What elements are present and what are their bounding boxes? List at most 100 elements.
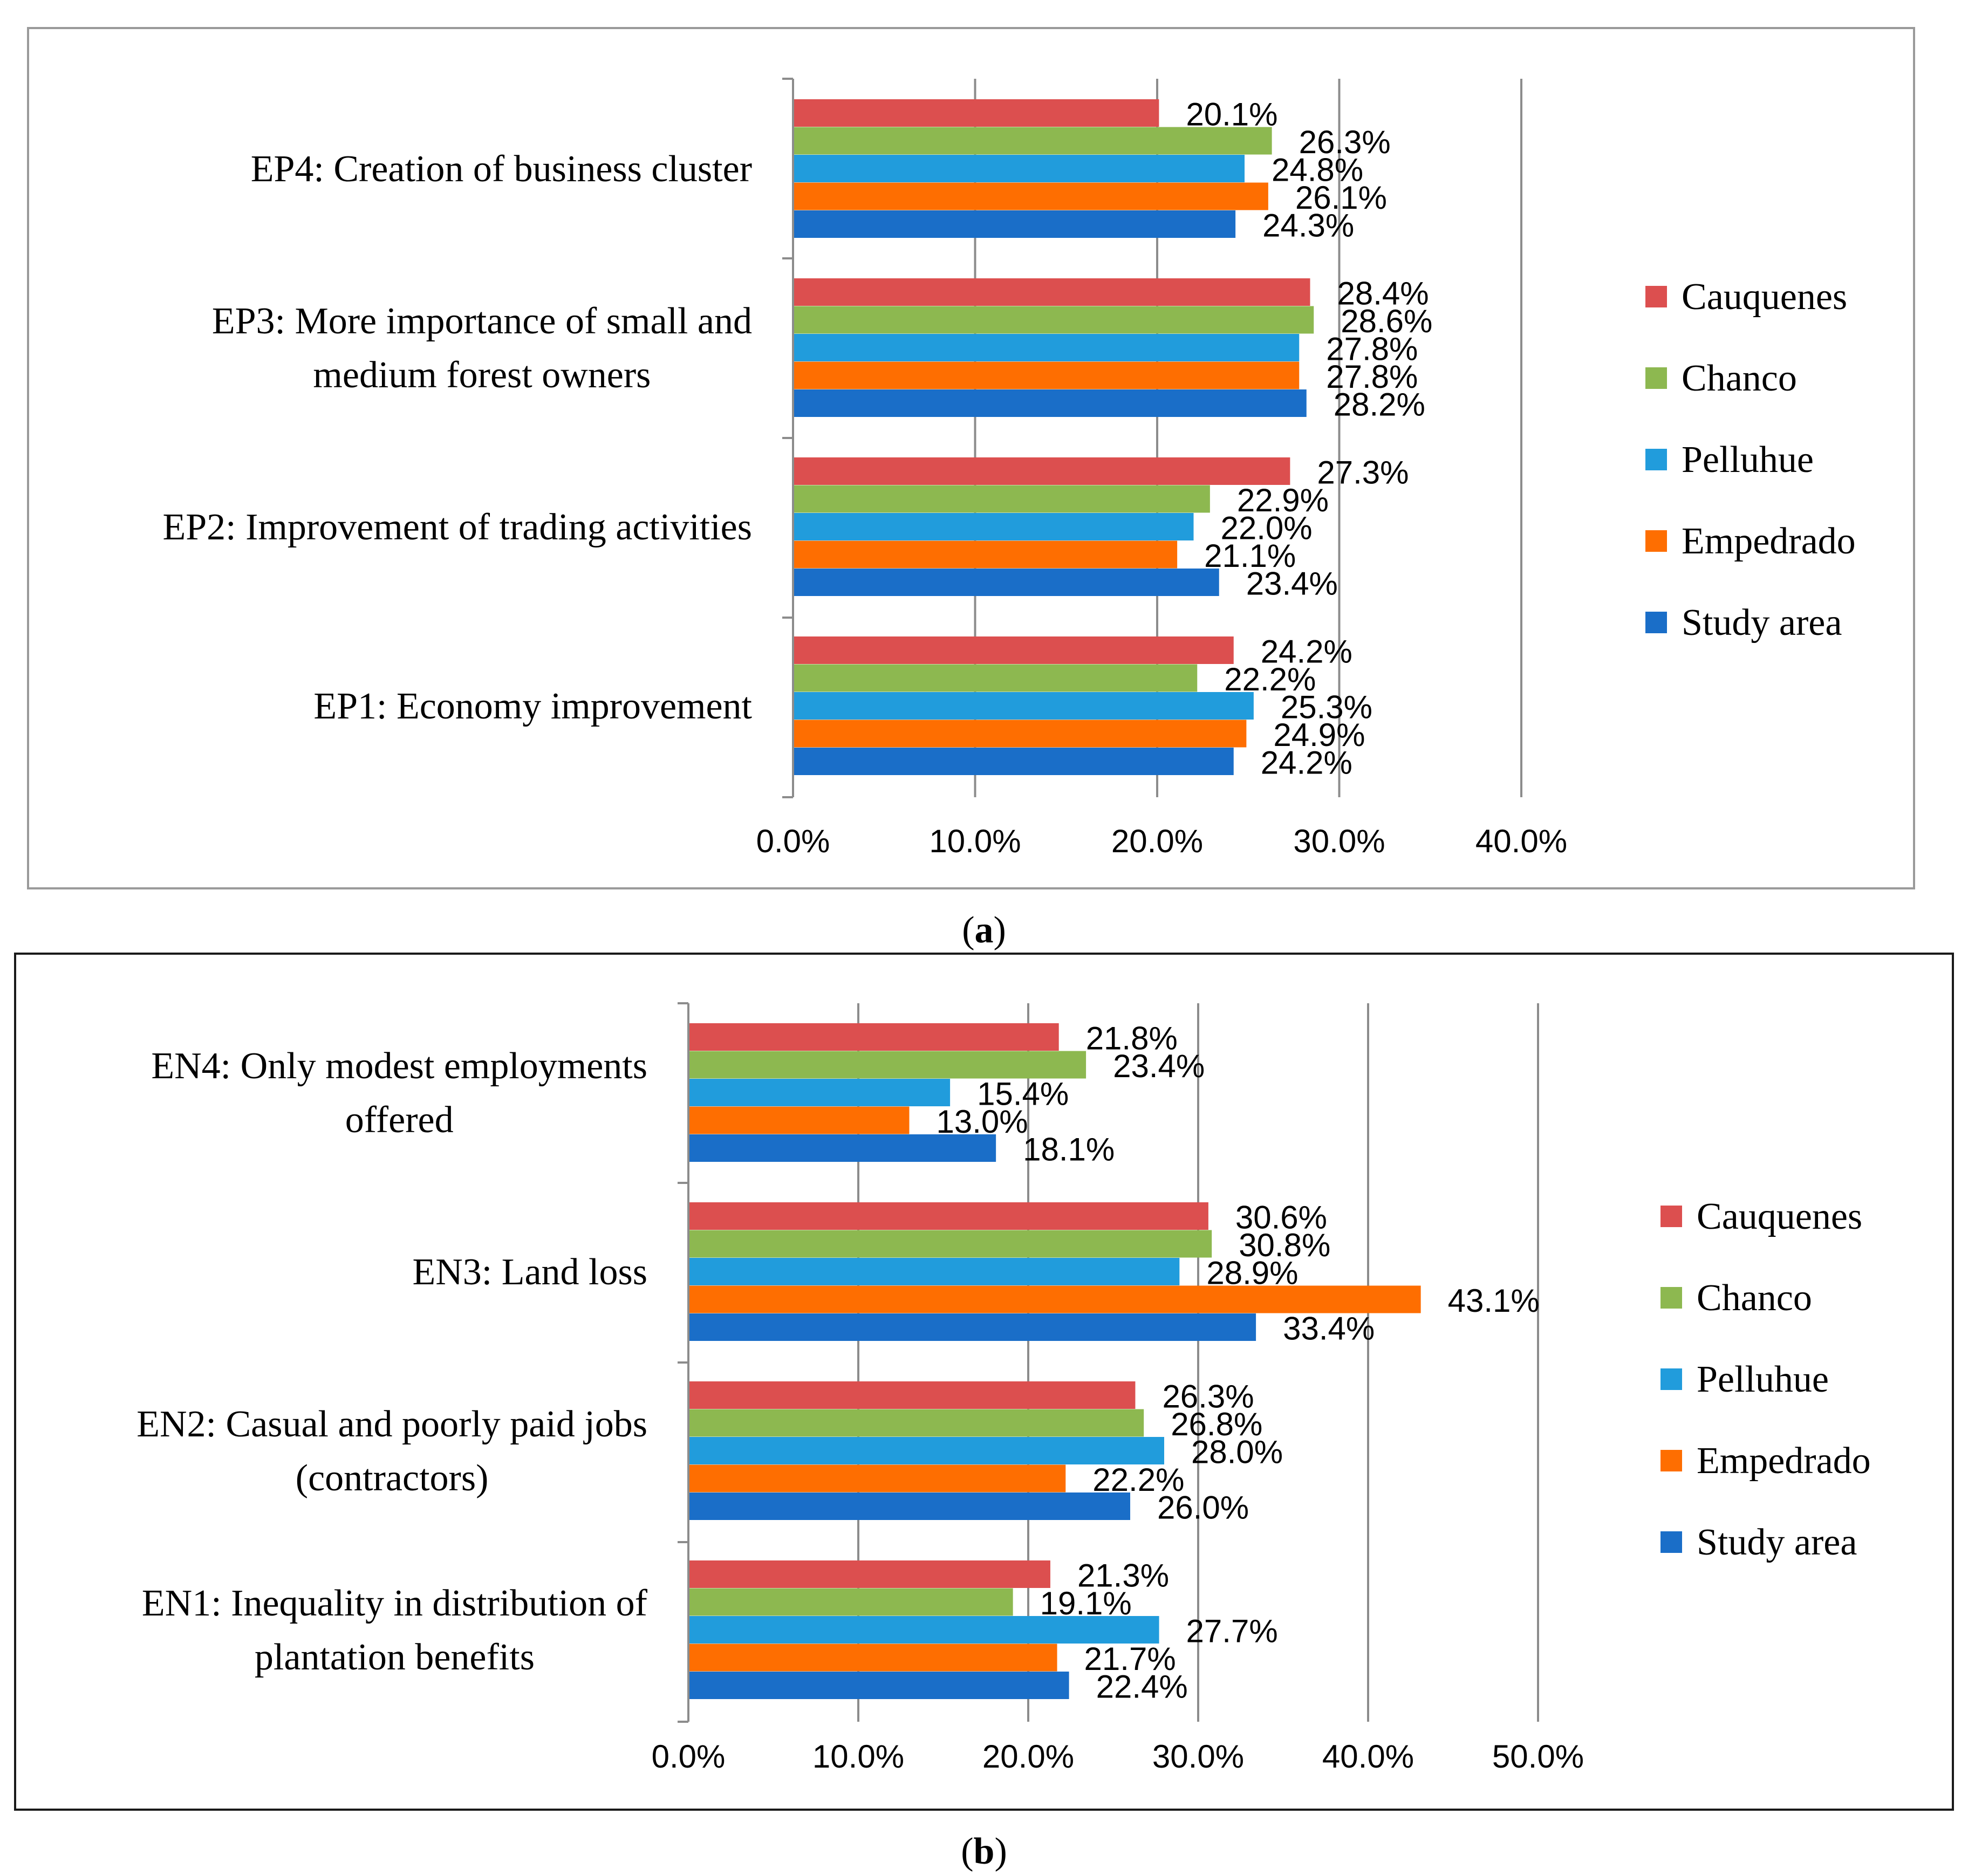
chart-1-bar-en2-pelluhue xyxy=(688,1437,1164,1464)
chart-0-caption-part: ( xyxy=(962,909,974,951)
chart-0-legend-label: Empedrado xyxy=(1682,521,1856,562)
chart-0-value-label: 24.2% xyxy=(1261,634,1352,670)
chart-1-value-label: 43.1% xyxy=(1448,1283,1540,1319)
chart-0-legend-swatch xyxy=(1645,530,1667,552)
chart-0-bar-ep3-study-area xyxy=(793,389,1307,417)
chart-0-bar-ep1-empedrado xyxy=(793,720,1247,748)
chart-1-bar-en3-empedrado xyxy=(688,1285,1421,1313)
chart-1-value-label: 22.2% xyxy=(1092,1462,1184,1498)
chart-0-legend-swatch xyxy=(1645,367,1667,389)
chart-0-category-label: EP4: Creation of business cluster xyxy=(251,148,752,190)
chart-0-bar-ep1-pelluhue xyxy=(793,692,1254,720)
chart-0-value-label: 20.1% xyxy=(1186,97,1277,133)
chart-1-x-tick-label: 20.0% xyxy=(982,1738,1074,1775)
chart-0-x-tick-label: 0.0% xyxy=(756,823,830,859)
chart-0-legend-label: Study area xyxy=(1682,602,1842,643)
chart-0-category-label: medium forest owners xyxy=(313,354,651,396)
chart-1-category-label: EN3: Land loss xyxy=(412,1251,647,1293)
chart-0-x-tick-label: 30.0% xyxy=(1293,823,1385,859)
chart-0-value-label: 24.3% xyxy=(1262,208,1354,244)
chart-1-category-label: offered xyxy=(345,1099,454,1141)
chart-1-category-label: EN2: Casual and poorly paid jobs xyxy=(136,1403,647,1445)
chart-0-bar-ep2-cauquenes xyxy=(793,457,1290,485)
chart-0-value-label: 28.6% xyxy=(1341,303,1432,339)
chart-0-x-tick-label: 20.0% xyxy=(1111,823,1203,859)
chart-0-value-label: 24.8% xyxy=(1272,152,1363,188)
chart-0-x-tick-label: 40.0% xyxy=(1475,823,1567,859)
chart-1-value-label: 26.8% xyxy=(1171,1406,1262,1442)
chart-0-legend-label: Pelluhue xyxy=(1682,439,1814,481)
chart-1-value-label: 30.8% xyxy=(1239,1227,1330,1263)
chart-1-value-label: 26.0% xyxy=(1157,1490,1249,1526)
chart-0-value-label: 27.3% xyxy=(1317,455,1409,491)
chart-0-value-label: 27.8% xyxy=(1326,359,1418,395)
chart-1-bar-en2-chanco xyxy=(688,1409,1144,1437)
chart-0-bar-ep4-cauquenes xyxy=(793,99,1159,127)
chart-1-bar-en2-cauquenes xyxy=(688,1381,1136,1409)
chart-0-bar-ep1-cauquenes xyxy=(793,636,1234,664)
chart-0-bar-ep1-study-area xyxy=(793,748,1234,775)
chart-0-value-label: 21.1% xyxy=(1204,538,1296,574)
chart-1-legend-swatch xyxy=(1660,1206,1682,1227)
chart-1-caption-part: ( xyxy=(961,1831,973,1872)
chart-1-legend-swatch xyxy=(1660,1531,1682,1553)
chart-0-x-tick-label: 10.0% xyxy=(929,823,1021,859)
chart-0-category-label: EP2: Improvement of trading activities xyxy=(162,506,752,548)
chart-1-bar-en1-chanco xyxy=(688,1588,1013,1616)
chart-1-value-label: 33.4% xyxy=(1283,1311,1375,1347)
chart-1-bar-en3-study-area xyxy=(688,1313,1256,1341)
chart-0-legend-swatch xyxy=(1645,612,1667,633)
chart-0-caption: (a) xyxy=(962,909,1006,951)
chart-0-frame xyxy=(27,27,1915,889)
chart-0-bar-ep3-chanco xyxy=(793,306,1314,334)
chart-1-value-label: 13.0% xyxy=(937,1104,1028,1140)
chart-0-value-label: 24.9% xyxy=(1273,717,1365,753)
chart-1-x-tick-label: 10.0% xyxy=(812,1738,904,1775)
chart-1-value-label: 28.0% xyxy=(1191,1434,1283,1470)
chart-0-bar-ep1-chanco xyxy=(793,664,1198,692)
chart-1-legend-label: Chanco xyxy=(1697,1277,1812,1319)
chart-1-value-label: 21.7% xyxy=(1084,1641,1176,1677)
chart-0-legend-swatch xyxy=(1645,449,1667,470)
chart-1-bar-en4-chanco xyxy=(688,1051,1086,1079)
chart-1-bar-en4-study-area xyxy=(688,1134,996,1162)
chart-1-x-tick-label: 30.0% xyxy=(1152,1738,1244,1775)
chart-1-legend-label: Empedrado xyxy=(1697,1440,1871,1482)
chart-0-legend-swatch xyxy=(1645,286,1667,307)
chart-1-caption-part: b xyxy=(974,1831,995,1872)
chart-1-value-label: 27.7% xyxy=(1186,1613,1278,1649)
chart-1-category-label: (contractors) xyxy=(296,1457,489,1499)
chart-1-legend-swatch xyxy=(1660,1287,1682,1309)
chart-0-bar-ep4-study-area xyxy=(793,210,1236,238)
chart-0: 20.1% 26.3%24.8%26.1%24.3% EP4: Creation o… xyxy=(27,27,1915,951)
chart-1-caption-part: ) xyxy=(994,1831,1007,1872)
chart-1-bar-en4-pelluhue xyxy=(688,1079,951,1106)
chart-1-value-label: 15.4% xyxy=(977,1076,1069,1112)
chart-0-bar-ep4-empedrado xyxy=(793,182,1268,210)
chart-0-value-label: 22.9% xyxy=(1237,482,1329,518)
chart-0-bar-ep4-chanco xyxy=(793,127,1272,155)
chart-0-caption-part: a xyxy=(975,909,994,951)
chart-0-value-label: 22.0% xyxy=(1221,510,1313,546)
chart-1-value-label: 21.3% xyxy=(1077,1558,1169,1594)
chart-1-bar-en1-empedrado xyxy=(688,1644,1057,1672)
chart-1-frame xyxy=(14,953,1954,1811)
chart-0-bar-ep3-cauquenes xyxy=(793,278,1310,306)
chart-1-legend-label: Pelluhue xyxy=(1697,1359,1829,1400)
chart-0-caption-part: ) xyxy=(994,909,1006,951)
chart-0-category-label: EP1: Economy improvement xyxy=(313,686,752,727)
chart-1-value-label: 23.4% xyxy=(1113,1048,1205,1084)
chart-1-x-tick-label: 40.0% xyxy=(1322,1738,1414,1775)
chart-0-bar-ep2-pelluhue xyxy=(793,513,1194,540)
chart-0-bar-ep4-pelluhue xyxy=(793,155,1245,182)
chart-1-bar-en3-pelluhue xyxy=(688,1258,1180,1285)
chart-1-bar-en3-chanco xyxy=(688,1230,1212,1258)
chart-0-value-label: 25.3% xyxy=(1281,689,1372,725)
chart-1-category-label: EN1: Inequality in distribution of xyxy=(142,1583,648,1624)
chart-1-bar-en4-empedrado xyxy=(688,1106,910,1134)
chart-0-bar-ep2-chanco xyxy=(793,485,1210,513)
chart-1-value-label: 19.1% xyxy=(1040,1585,1132,1621)
chart-1-value-label: 22.4% xyxy=(1096,1669,1188,1705)
chart-0-bar-ep3-empedrado xyxy=(793,361,1300,389)
chart-0-value-label: 26.1% xyxy=(1295,180,1387,216)
